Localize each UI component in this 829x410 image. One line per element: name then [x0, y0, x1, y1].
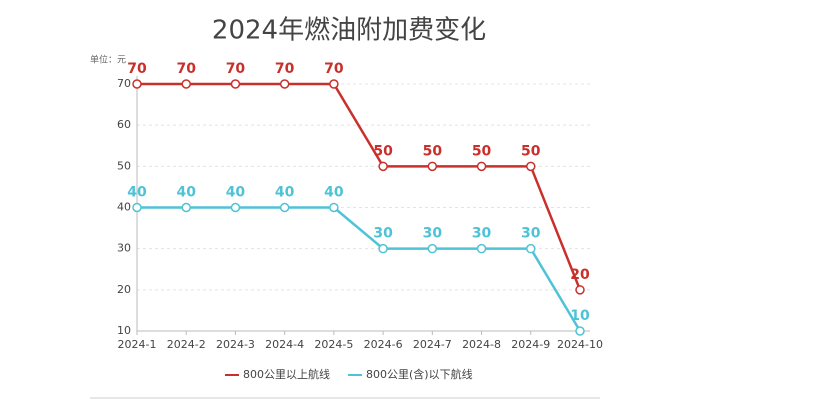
- y-tick-label: 20: [117, 283, 131, 296]
- x-tick-label: 2024-6: [364, 338, 403, 351]
- data-point: [230, 202, 241, 213]
- data-point: [181, 79, 191, 89]
- data-point: [378, 161, 388, 172]
- data-point: [427, 161, 438, 172]
- data-point: [427, 243, 438, 254]
- series-line: [137, 206, 582, 332]
- data-label: 70: [324, 61, 344, 77]
- x-tick-label: 2024-4: [265, 338, 304, 351]
- y-tick-label: 70: [117, 77, 131, 90]
- data-label: 70: [275, 61, 295, 77]
- x-tick-label: 2024-9: [511, 338, 550, 351]
- data-point: [132, 202, 142, 213]
- data-point: [230, 79, 241, 89]
- x-tick-label: 2024-8: [462, 338, 501, 351]
- data-label: 40: [127, 185, 147, 201]
- data-label: 30: [373, 226, 393, 242]
- data-label: 50: [373, 143, 393, 159]
- x-tick-label: 2024-1: [118, 338, 157, 351]
- y-tick-label: 60: [117, 118, 131, 131]
- data-point: [279, 79, 290, 89]
- data-point: [476, 161, 487, 172]
- data-label: 10: [570, 308, 590, 324]
- x-tick-label: 2024-10: [557, 338, 603, 351]
- chart-title: 2024年燃油附加费变化: [212, 16, 486, 46]
- legend-label: 800公里以上航线: [243, 367, 330, 381]
- data-label: 40: [324, 185, 344, 201]
- data-label: 20: [570, 267, 590, 283]
- legend-label: 800公里(含)以下航线: [366, 367, 473, 381]
- data-label: 50: [472, 143, 492, 159]
- data-point: [329, 79, 339, 89]
- unit-label: 单位：元: [90, 54, 126, 66]
- x-tick-label: 2024-5: [314, 338, 353, 351]
- y-tick-label: 40: [117, 201, 131, 214]
- data-label: 50: [521, 143, 541, 159]
- data-label: 30: [472, 226, 492, 242]
- x-tick-label: 2024-3: [216, 338, 255, 351]
- data-point: [181, 202, 191, 213]
- data-label: 70: [226, 61, 246, 77]
- data-label: 50: [423, 143, 443, 159]
- data-label: 30: [521, 226, 541, 242]
- data-label: 40: [226, 185, 246, 201]
- data-point: [378, 243, 388, 254]
- y-tick-label: 50: [117, 159, 131, 172]
- data-point: [575, 326, 585, 336]
- data-label: 30: [423, 226, 443, 242]
- data-label: 40: [275, 185, 295, 201]
- data-point: [476, 243, 487, 254]
- data-label: 40: [176, 185, 196, 201]
- y-tick-label: 10: [117, 324, 131, 337]
- x-tick-label: 2024-7: [413, 338, 452, 351]
- data-point: [526, 243, 536, 254]
- data-point: [329, 202, 339, 213]
- x-tick-label: 2024-2: [167, 338, 206, 351]
- data-point: [575, 285, 585, 295]
- data-point: [132, 79, 142, 89]
- data-point: [279, 202, 290, 213]
- data-label: 70: [176, 61, 196, 77]
- series-line: [137, 82, 582, 291]
- data-label: 70: [127, 61, 147, 77]
- data-point: [526, 161, 536, 172]
- y-tick-label: 30: [117, 242, 131, 255]
